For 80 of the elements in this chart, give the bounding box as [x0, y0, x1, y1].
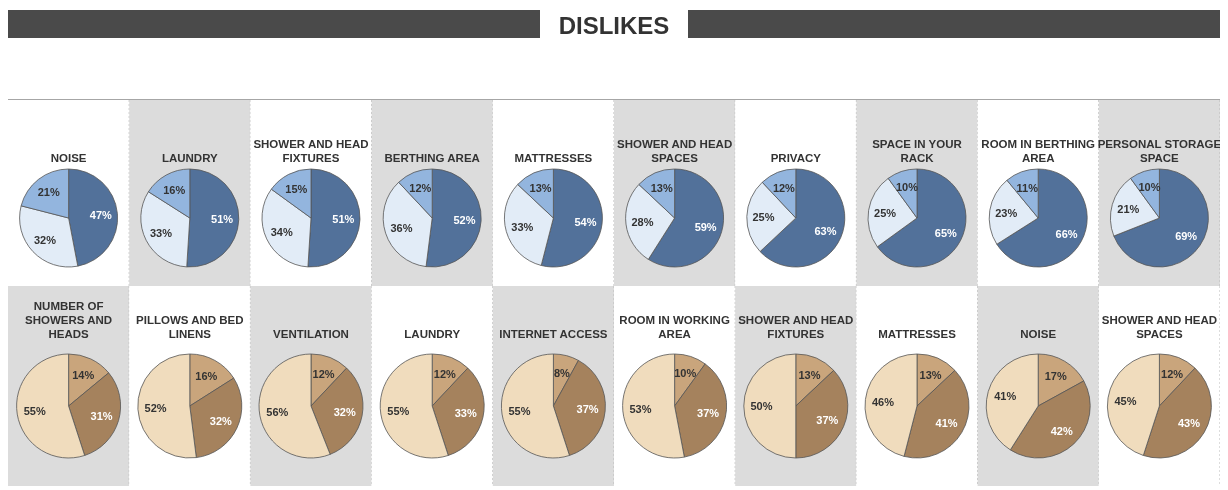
- data-label: 33%: [149, 226, 173, 239]
- data-label: 34%: [270, 225, 293, 238]
- data-label: 54%: [574, 216, 597, 229]
- data-label: 8%: [553, 366, 571, 379]
- data-label: 37%: [816, 413, 839, 426]
- data-label: 12%: [433, 368, 457, 381]
- data-label: 63%: [814, 224, 837, 237]
- data-label: 16%: [195, 369, 218, 382]
- data-label: 15%: [285, 183, 308, 196]
- data-label: 52%: [453, 214, 476, 227]
- data-label: 10%: [674, 367, 697, 380]
- data-label: 52%: [144, 402, 167, 415]
- data-label: 66%: [1055, 227, 1078, 240]
- chart-title: NUMBER OF SHOWERS AND HEADS: [25, 300, 113, 340]
- data-label: 17%: [1044, 370, 1067, 383]
- data-label: 50%: [750, 400, 773, 412]
- data-label: 21%: [37, 186, 60, 199]
- chart-title: NOISE: [1020, 328, 1057, 340]
- data-label: 37%: [697, 407, 720, 420]
- chart-title: PERSONAL STORAGE SPACE: [1097, 138, 1222, 164]
- data-label: 13%: [919, 368, 942, 381]
- data-label: 42%: [1050, 425, 1073, 438]
- text: DISLIKES: [558, 12, 670, 39]
- data-label: 31%: [90, 409, 113, 422]
- data-label: 14%: [72, 368, 95, 381]
- data-label: 32%: [333, 406, 356, 419]
- chart-title: SHOWER AND HEAD SPACES: [1101, 314, 1218, 340]
- chart-title: SHOWER AND HEAD SPACES: [616, 138, 733, 164]
- data-label: 47%: [89, 208, 113, 221]
- data-label: 36%: [390, 221, 413, 234]
- chart-title: LAUNDRY: [404, 328, 461, 340]
- chart-title: MATTRESSES: [514, 152, 593, 164]
- chart-title: PILLOWS AND BED LINENS: [136, 314, 244, 340]
- data-label: 25%: [752, 210, 775, 223]
- chart-title: SPACE IN YOUR RACK: [872, 138, 963, 164]
- data-label: 56%: [266, 406, 289, 419]
- data-label: 12%: [772, 181, 796, 194]
- chart-title: INTERNET ACCESS: [499, 328, 608, 340]
- data-label: 32%: [209, 414, 233, 427]
- chart-title: MATTRESSES: [878, 328, 957, 340]
- data-label: 59%: [694, 221, 717, 234]
- data-label: 11%: [1016, 181, 1039, 194]
- data-label: 12%: [409, 181, 432, 194]
- pie-slice: [1113, 168, 1209, 268]
- data-label: 51%: [211, 213, 234, 226]
- data-label: 13%: [529, 182, 552, 195]
- data-label: 41%: [994, 390, 1017, 403]
- data-label: 37%: [576, 403, 599, 416]
- data-label: 13%: [650, 182, 673, 195]
- data-label: 53%: [629, 403, 652, 416]
- data-label: 46%: [871, 395, 895, 408]
- data-label: 45%: [1114, 394, 1137, 407]
- data-label: 12%: [312, 368, 335, 381]
- chart-title: NOISE: [50, 152, 87, 164]
- data-label: 55%: [23, 405, 46, 418]
- data-label: 21%: [1117, 202, 1140, 215]
- data-label: 33%: [511, 221, 534, 234]
- data-label: 43%: [1177, 417, 1201, 430]
- data-label: 33%: [454, 407, 477, 420]
- data-label: 25%: [874, 206, 897, 219]
- chart-title: ROOM IN WORKING AREA: [619, 314, 730, 340]
- chart-title: VENTILATION: [273, 328, 349, 340]
- chart-title: BERTHING AREA: [384, 152, 480, 164]
- data-label: 51%: [332, 213, 355, 226]
- data-label: 28%: [631, 216, 654, 229]
- data-label: 65%: [934, 226, 958, 239]
- chart-title: SHOWER AND HEAD FIXTURES: [738, 314, 854, 340]
- data-label: 32%: [34, 234, 57, 247]
- data-label: 16%: [163, 183, 186, 196]
- data-label: 55%: [387, 405, 410, 418]
- chart-title: PRIVACY: [770, 152, 822, 164]
- data-label: 13%: [798, 368, 821, 381]
- data-label: 55%: [508, 405, 531, 418]
- chart-title: LAUNDRY: [161, 152, 219, 164]
- chart-title: ROOM IN BERTHING AREA: [981, 138, 1096, 164]
- data-label: 41%: [935, 417, 958, 430]
- data-label: 23%: [995, 206, 1018, 219]
- data-label: 12%: [1161, 368, 1184, 381]
- chart-title: SHOWER AND HEAD FIXTURES: [253, 138, 369, 164]
- data-label: 69%: [1175, 230, 1198, 243]
